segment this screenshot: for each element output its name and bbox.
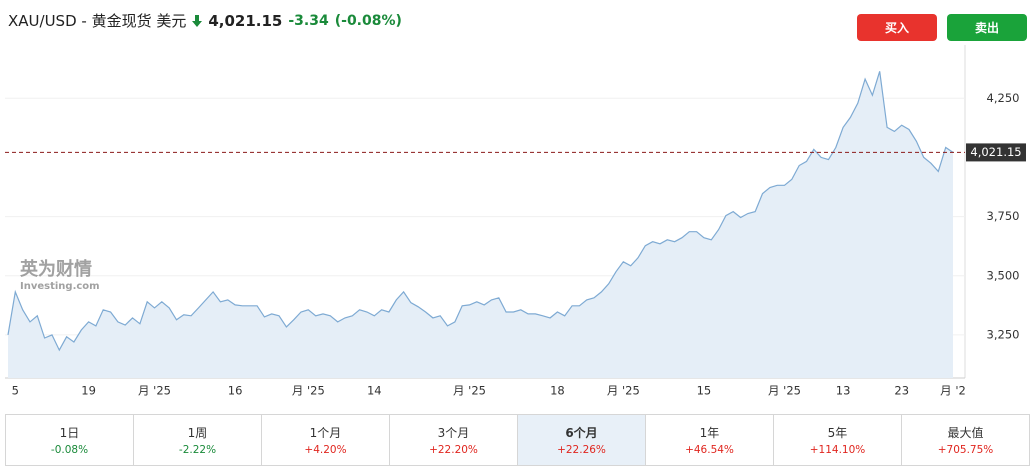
header: XAU/USD - 黄金现货 美元 4,021.15 -3.34 (-0.08%… [8, 10, 402, 31]
y-tick-label: 4,250 [987, 91, 1020, 105]
period-tab[interactable]: 1日 -0.08% [6, 415, 134, 465]
period-tab[interactable]: 5年 +114.10% [774, 415, 902, 465]
period-tab[interactable]: 6个月 +22.26% [518, 415, 646, 465]
price-line [7, 71, 954, 352]
x-tick-label: 14 [367, 384, 382, 398]
sell-button[interactable]: 卖出 [947, 14, 1027, 41]
period-label: 1周 [187, 426, 208, 440]
period-label: 1日 [59, 426, 80, 440]
period-change: +22.26% [557, 444, 606, 456]
buy-button[interactable]: 买入 [857, 14, 937, 41]
watermark-site: Investing.com [20, 281, 100, 292]
period-change: +46.54% [685, 444, 734, 456]
period-change: +22.20% [429, 444, 478, 456]
watermark-brand: 英为财情 [19, 258, 92, 280]
y-tick-label: 3,500 [987, 268, 1020, 282]
price: 4,021.15 [208, 11, 283, 30]
y-tick-label: 3,750 [987, 209, 1020, 223]
x-tick-label: 月 '2 [940, 384, 966, 398]
period-change: -2.22% [178, 444, 217, 456]
period-change: +4.20% [304, 444, 347, 456]
x-tick-label: 23 [894, 384, 909, 398]
x-tick-label: 月 '25 [292, 384, 325, 398]
period-label: 6个月 [565, 426, 598, 440]
period-tab[interactable]: 1个月 +4.20% [262, 415, 390, 465]
x-tick-label: 月 '25 [607, 384, 640, 398]
period-change: +114.10% [809, 444, 866, 456]
period-label: 1个月 [309, 426, 342, 440]
period-label: 最大值 [947, 426, 984, 440]
period-label: 5年 [827, 426, 848, 440]
x-tick-label: 16 [228, 384, 243, 398]
x-tick-label: 15 [697, 384, 712, 398]
period-label: 1年 [699, 426, 720, 440]
x-tick-label: 18 [550, 384, 565, 398]
current-price-box [966, 143, 1026, 162]
area [8, 71, 953, 379]
period-change: +705.75% [937, 444, 994, 456]
x-tick-label: 5 [12, 384, 19, 398]
change-pct: (-0.08%) [334, 12, 402, 29]
x-tick-label: 13 [836, 384, 851, 398]
x-tick-label: 19 [81, 384, 96, 398]
x-tick-label: 月 '25 [138, 384, 171, 398]
period-tab[interactable]: 1周 -2.22% [134, 415, 262, 465]
x-tick-label: 月 '25 [453, 384, 486, 398]
x-tick-label: 月 '25 [768, 384, 801, 398]
period-tab[interactable]: 1年 +46.54% [646, 415, 774, 465]
period-label: 3个月 [437, 426, 470, 440]
period-change: -0.08% [50, 444, 89, 456]
symbol: XAU/USD - 黄金现货 美元 [8, 12, 187, 30]
period-tabs: 1日 -0.08% 1周 -2.22% 1个月 +4.20% 3个月 +22.20% 6个月 +2… [5, 414, 1030, 466]
period-tab[interactable]: 最大值 +705.75% [902, 415, 1029, 465]
current-price-label: 4,021.15 [970, 145, 1021, 159]
period-tab[interactable]: 3个月 +22.20% [390, 415, 518, 465]
down-arrow [192, 14, 203, 27]
y-tick-label: 3,250 [987, 327, 1020, 341]
change: -3.34 [288, 12, 329, 29]
